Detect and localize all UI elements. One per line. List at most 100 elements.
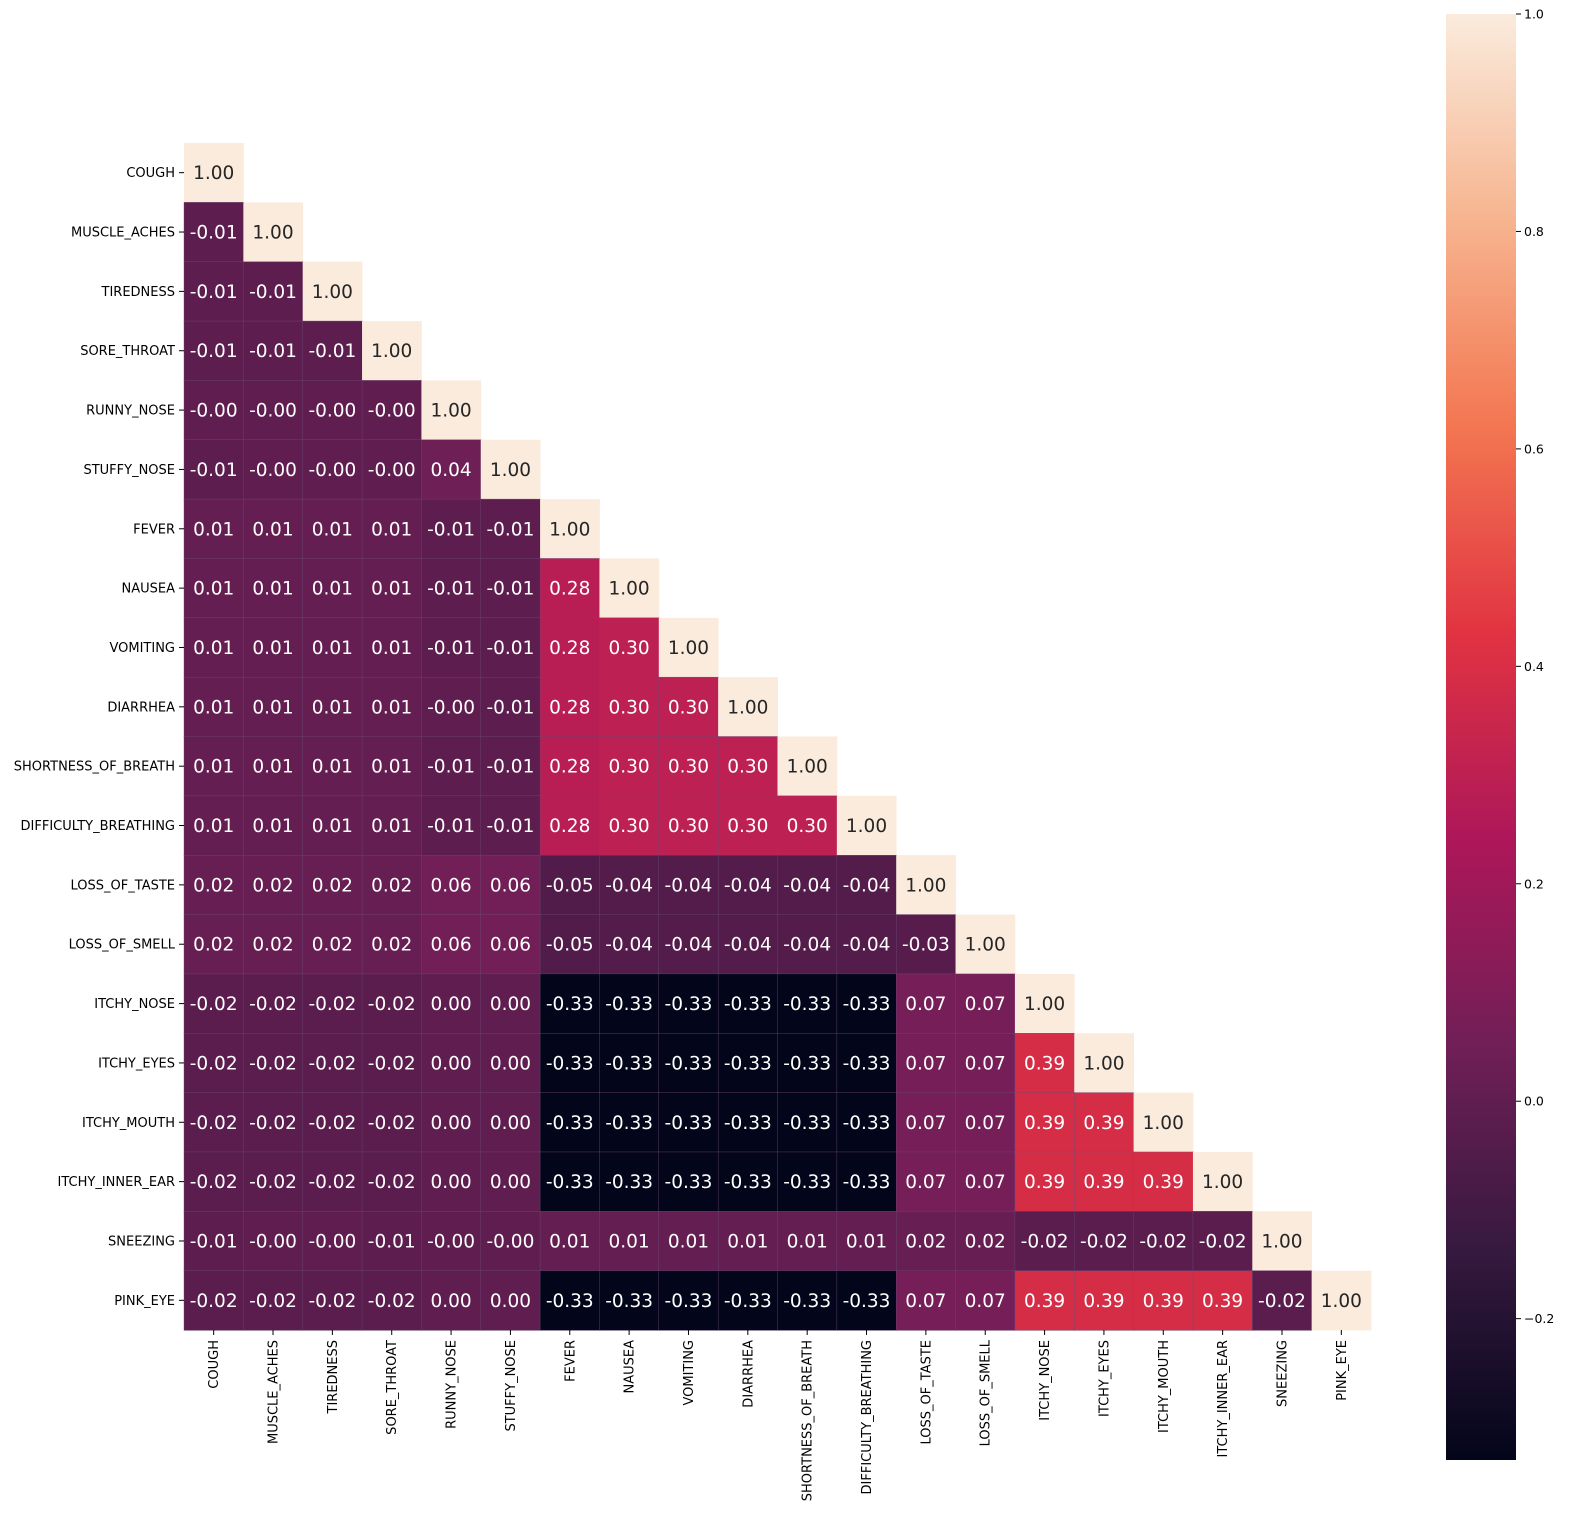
x-axis-label: NAUSEA bbox=[623, 1340, 638, 1394]
heatmap-cell bbox=[955, 1033, 1016, 1094]
heatmap-cell bbox=[1252, 1270, 1313, 1331]
heatmap-cell-value: -0.05 bbox=[546, 935, 594, 956]
heatmap-cell-value: 1.00 bbox=[1143, 1113, 1184, 1134]
heatmap-cell bbox=[361, 914, 422, 975]
heatmap-cell bbox=[658, 914, 719, 975]
heatmap-cell-value: -0.02 bbox=[190, 1053, 238, 1074]
heatmap-cell-value: 1.00 bbox=[1083, 1053, 1124, 1074]
heatmap-cell bbox=[480, 855, 541, 916]
heatmap-cell bbox=[183, 380, 244, 441]
heatmap-cell-value: 0.01 bbox=[193, 638, 234, 659]
heatmap-cell bbox=[183, 1151, 244, 1212]
heatmap-cell-value: -0.01 bbox=[486, 757, 534, 778]
heatmap-cell-value: 0.01 bbox=[252, 697, 293, 718]
heatmap-cell-value: -0.02 bbox=[368, 994, 416, 1015]
heatmap-cell bbox=[480, 498, 541, 560]
heatmap-cell-value: -0.00 bbox=[368, 401, 416, 422]
heatmap-cell bbox=[599, 795, 660, 856]
heatmap-cell-value: -0.33 bbox=[724, 1172, 772, 1193]
heatmap-cell-value: -0.33 bbox=[783, 994, 831, 1015]
heatmap-cell bbox=[539, 1092, 601, 1153]
heatmap-cell-value: 0.39 bbox=[1083, 1291, 1124, 1312]
heatmap-cell-value: 0.01 bbox=[252, 519, 293, 540]
heatmap-cell-value: -0.04 bbox=[605, 935, 653, 956]
heatmap-cell-value: 0.01 bbox=[312, 638, 353, 659]
heatmap-cell bbox=[361, 1033, 422, 1094]
heatmap-cell bbox=[658, 1270, 719, 1331]
heatmap-cell-value: 1.00 bbox=[846, 816, 887, 837]
heatmap-cell-value: -0.00 bbox=[368, 460, 416, 481]
heatmap-cell-value: -0.01 bbox=[486, 697, 534, 718]
heatmap-cell-value: 0.06 bbox=[490, 935, 531, 956]
heatmap-cell-value: -0.33 bbox=[546, 1291, 594, 1312]
heatmap-cell-value: 0.28 bbox=[549, 816, 590, 837]
heatmap-cell-value: -0.02 bbox=[308, 1113, 356, 1134]
heatmap-cell-value: -0.00 bbox=[308, 401, 356, 422]
heatmap-cell-value: 0.02 bbox=[965, 1231, 1006, 1252]
heatmap-cell bbox=[718, 677, 778, 737]
heatmap-cell bbox=[955, 914, 1016, 975]
heatmap-cell bbox=[183, 1092, 244, 1153]
heatmap-cell-value: -0.33 bbox=[843, 994, 891, 1015]
heatmap-cell bbox=[955, 1211, 1016, 1272]
heatmap-cell-value: -0.01 bbox=[486, 816, 534, 837]
heatmap-cell bbox=[421, 973, 482, 1034]
heatmap-cell-value: 0.07 bbox=[905, 1113, 946, 1134]
heatmap-cell bbox=[896, 914, 957, 975]
heatmap-cell-value: -0.01 bbox=[249, 341, 297, 362]
heatmap-cell-value: 0.01 bbox=[252, 579, 293, 600]
heatmap-cell bbox=[421, 1033, 482, 1094]
heatmap-cell-value: -0.02 bbox=[1258, 1291, 1306, 1312]
heatmap-cell bbox=[599, 973, 660, 1034]
x-axis-label: DIFFICULTY_BREATHING bbox=[860, 1340, 875, 1494]
x-axis-label: LOSS_OF_SMELL bbox=[979, 1339, 994, 1446]
heatmap-cell-value: -0.33 bbox=[843, 1113, 891, 1134]
heatmap-cell-value: 0.01 bbox=[193, 519, 234, 540]
heatmap-cell bbox=[777, 1270, 838, 1331]
heatmap-cell bbox=[243, 736, 304, 797]
heatmap-cell-value: -0.01 bbox=[190, 282, 238, 303]
heatmap-cell-value: 1.00 bbox=[312, 282, 353, 303]
heatmap-cell-value: 0.07 bbox=[965, 1172, 1006, 1193]
heatmap-cell bbox=[955, 973, 1016, 1034]
heatmap-cell-value: -0.01 bbox=[190, 1231, 238, 1252]
heatmap-cell bbox=[1074, 1092, 1135, 1153]
x-axis-label: ITCHY_NOSE bbox=[1038, 1340, 1053, 1421]
heatmap-cell bbox=[836, 1151, 897, 1212]
colorbar-tick-label: 1.0 bbox=[1524, 7, 1544, 22]
heatmap-cell-value: -0.33 bbox=[665, 1172, 713, 1193]
heatmap-cell-value: -0.01 bbox=[249, 282, 297, 303]
heatmap-cell-value: -0.01 bbox=[427, 519, 475, 540]
heatmap-cell bbox=[243, 1092, 304, 1153]
heatmap-cell-value: -0.00 bbox=[249, 401, 297, 422]
heatmap-cell-value: 0.01 bbox=[193, 757, 234, 778]
heatmap-cell bbox=[717, 855, 779, 916]
heatmap-cell bbox=[480, 736, 541, 797]
heatmap-cell-value: 0.30 bbox=[787, 816, 828, 837]
heatmap-cell-value: -0.33 bbox=[605, 1053, 653, 1074]
heatmap-cell bbox=[1133, 1092, 1194, 1153]
heatmap-cell-value: -0.02 bbox=[1080, 1231, 1128, 1252]
heatmap-cell-value: 1.00 bbox=[1261, 1231, 1302, 1252]
heatmap-cell-value: 1.00 bbox=[490, 460, 531, 481]
heatmap-cell-value: -0.02 bbox=[190, 994, 238, 1015]
heatmap-cell-value: -0.01 bbox=[190, 223, 238, 244]
heatmap-cell bbox=[717, 1211, 779, 1272]
heatmap-cell-value: 0.02 bbox=[312, 935, 353, 956]
heatmap-cell bbox=[1074, 1151, 1135, 1212]
heatmap-cell-value: 0.04 bbox=[430, 460, 471, 481]
heatmap-cell bbox=[421, 439, 482, 500]
heatmap-cell bbox=[1252, 1211, 1313, 1272]
heatmap-cell bbox=[361, 439, 422, 500]
heatmap-cell-value: 0.06 bbox=[430, 875, 471, 896]
heatmap-cell bbox=[361, 736, 422, 797]
heatmap-cell-value: 0.00 bbox=[430, 1172, 471, 1193]
heatmap-cell bbox=[361, 617, 422, 678]
x-axis-label: VOMITING bbox=[682, 1340, 697, 1406]
x-axis-label: TIREDNESS bbox=[326, 1340, 341, 1414]
heatmap-cell bbox=[302, 1151, 363, 1212]
heatmap-cell-value: -0.33 bbox=[665, 994, 713, 1015]
y-axis-label: NAUSEA bbox=[122, 582, 176, 597]
heatmap-cell bbox=[1014, 1270, 1075, 1331]
heatmap-cell bbox=[302, 558, 363, 619]
